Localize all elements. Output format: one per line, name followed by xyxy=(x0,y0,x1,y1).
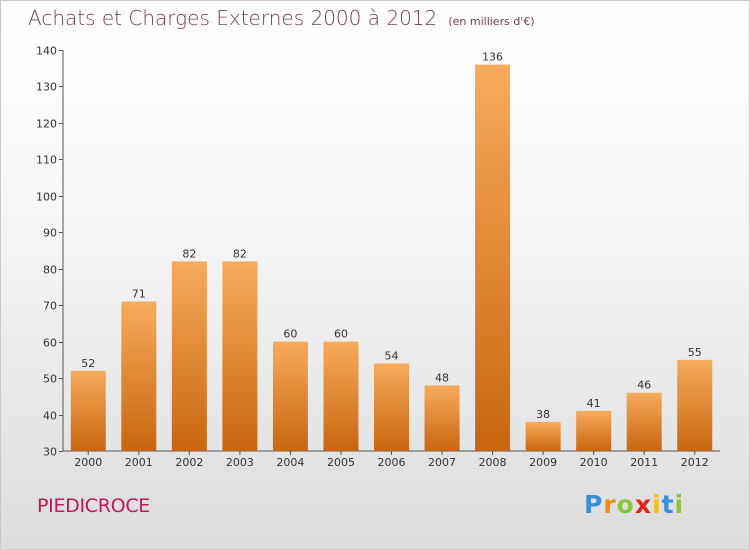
y-tick-label: 120 xyxy=(36,118,57,131)
bar-2001 xyxy=(121,301,157,451)
y-tick-label: 80 xyxy=(43,264,57,277)
logo-letter: i xyxy=(674,490,685,519)
bar-2003 xyxy=(222,261,258,451)
y-tick-label: 110 xyxy=(36,154,57,167)
data-label: 52 xyxy=(81,357,95,370)
bar-2005 xyxy=(323,341,359,451)
data-label: 41 xyxy=(587,397,601,410)
chart-title: Achats et Charges Externes 2000 à 2012 (… xyxy=(28,6,535,30)
bar-2009 xyxy=(525,421,561,451)
x-tick-label: 2003 xyxy=(226,456,254,469)
x-tick-label: 2005 xyxy=(327,456,355,469)
x-tick-label: 2012 xyxy=(681,456,709,469)
data-label: 46 xyxy=(637,379,651,392)
x-tick-label: 2011 xyxy=(630,456,658,469)
x-tick-label: 2008 xyxy=(479,456,507,469)
logo-letter: x xyxy=(634,490,652,519)
bar-2006 xyxy=(374,363,409,451)
x-tick-label: 2001 xyxy=(125,456,153,469)
x-tick-label: 2002 xyxy=(175,456,203,469)
bar-2010 xyxy=(576,410,612,451)
bar-2012 xyxy=(677,359,713,451)
logo-letter: i xyxy=(652,490,662,519)
data-label: 60 xyxy=(334,328,348,341)
y-tick-label: 140 xyxy=(36,45,57,58)
proxiti-logo: Proxiti xyxy=(584,490,684,519)
y-tick-label: 100 xyxy=(36,191,57,204)
bar-2004 xyxy=(272,341,308,451)
commune-name: PIEDICROCE xyxy=(37,495,150,517)
data-label: 38 xyxy=(536,408,550,421)
x-tick-label: 2006 xyxy=(378,456,406,469)
y-tick-label: 70 xyxy=(43,300,57,313)
title-text: Achats et Charges Externes 2000 à 2012 xyxy=(28,6,438,30)
bar-2000 xyxy=(70,370,106,451)
x-tick-label: 2000 xyxy=(74,456,102,469)
logo-letter: P xyxy=(584,490,604,519)
x-tick-label: 2004 xyxy=(276,456,304,469)
data-label: 82 xyxy=(233,247,247,260)
data-label: 48 xyxy=(435,371,449,384)
data-label: 60 xyxy=(283,328,297,341)
y-tick-label: 130 xyxy=(36,81,57,94)
logo-letter: o xyxy=(616,490,635,519)
data-label: 71 xyxy=(132,288,146,301)
x-tick-label: 2009 xyxy=(529,456,557,469)
bar-2008 xyxy=(475,64,511,451)
unit-text: (en milliers d'€) xyxy=(448,15,535,28)
y-tick-label: 40 xyxy=(43,410,57,423)
bar-2011 xyxy=(626,392,662,451)
data-label: 55 xyxy=(688,346,702,359)
y-tick-label: 30 xyxy=(43,446,57,459)
y-tick-label: 90 xyxy=(43,227,57,240)
bar-2007 xyxy=(424,385,460,451)
data-label: 82 xyxy=(182,247,196,260)
logo-letter: t xyxy=(661,490,675,519)
data-labels: 52 71 82 82 60 60 54 48 136 38 41 46 55 xyxy=(81,51,701,421)
data-label: 136 xyxy=(482,51,503,64)
bar-2002 xyxy=(171,261,207,451)
y-tick-label: 60 xyxy=(43,337,57,350)
x-tick-label: 2010 xyxy=(580,456,608,469)
y-tick-label: 50 xyxy=(43,373,57,386)
logo-letter: r xyxy=(603,490,617,519)
data-label: 54 xyxy=(385,350,399,363)
x-tick-label: 2007 xyxy=(428,456,456,469)
bars xyxy=(70,64,713,451)
